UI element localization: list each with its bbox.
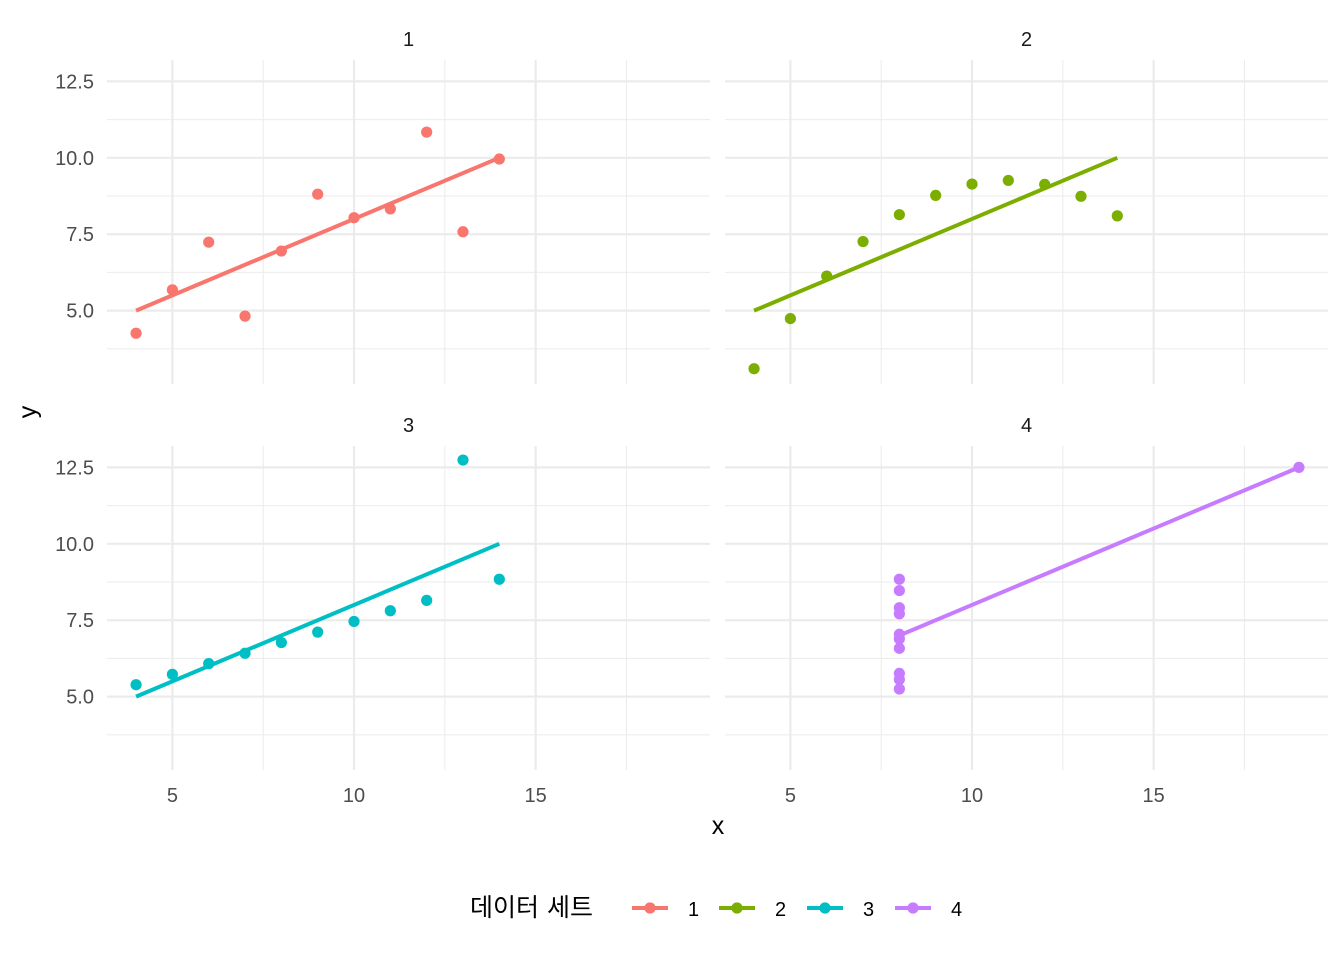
y-tick-label: 5.0 <box>66 687 94 709</box>
data-point <box>893 683 905 695</box>
x-tick-label: 5 <box>785 785 796 807</box>
data-point <box>384 605 396 617</box>
facet-strip-label: 4 <box>1021 415 1032 437</box>
data-point <box>1075 190 1087 202</box>
legend-label: 1 <box>688 899 699 921</box>
fit-line-3 <box>135 541 501 699</box>
data-point <box>893 602 905 614</box>
fit-line-1 <box>135 155 501 313</box>
data-point <box>348 212 360 224</box>
data-point <box>893 573 905 585</box>
legend-title: 데이터 세트 <box>470 893 593 922</box>
y-tick-label: 7.5 <box>66 610 94 632</box>
data-point <box>457 226 469 238</box>
data-point <box>893 209 905 221</box>
data-point <box>239 647 251 659</box>
y-tick-label: 10.0 <box>55 148 94 170</box>
legend: 데이터 세트 1 2 3 4 <box>470 893 962 922</box>
x-tick-label: 15 <box>525 785 547 807</box>
data-point <box>748 363 760 375</box>
data-point <box>493 573 505 585</box>
legend-label: 4 <box>951 899 962 921</box>
facet-panel-1: 1 <box>107 29 710 384</box>
legend-key-point <box>644 902 656 914</box>
data-point <box>784 312 796 325</box>
data-point <box>312 188 324 200</box>
x-axis-title: x <box>712 812 725 840</box>
data-point <box>1039 178 1051 191</box>
data-point <box>1293 461 1305 473</box>
data-point <box>930 189 942 202</box>
legend-entry-4: 4 <box>895 899 962 921</box>
legend-entry-1: 1 <box>632 899 699 921</box>
axes: 5.0 7.5 10.0 12.5 5.0 7.5 10.0 12.5 5 10 15 5 10 15 <box>55 71 1165 807</box>
data-point <box>166 668 178 680</box>
data-point <box>493 153 505 165</box>
y-tick-label: 10.0 <box>55 534 94 556</box>
y-axis-title: y <box>14 405 42 418</box>
y-tick-label: 5.0 <box>66 301 94 323</box>
data-point <box>893 584 905 597</box>
data-point <box>130 327 142 339</box>
facet-panel-2: 2 <box>725 29 1328 384</box>
x-tick-label: 5 <box>167 785 178 807</box>
data-point <box>166 284 178 296</box>
data-point <box>966 178 978 190</box>
data-point <box>421 126 433 138</box>
y-tick-label: 12.5 <box>55 71 94 93</box>
y-tick-label: 7.5 <box>66 224 94 246</box>
data-point <box>130 679 142 691</box>
data-point <box>312 626 324 638</box>
data-point <box>348 615 360 628</box>
facet-panel-3: 3 <box>107 415 710 770</box>
data-point <box>203 236 215 248</box>
data-point <box>275 636 287 649</box>
facet-strip-label: 2 <box>1021 29 1032 51</box>
data-point <box>203 658 215 670</box>
data-point <box>821 270 833 282</box>
legend-label: 3 <box>863 899 874 921</box>
facet-panels: 1 2 3 4 <box>107 29 1328 770</box>
data-point <box>384 203 396 215</box>
legend-key-point <box>731 902 743 914</box>
data-point <box>893 673 905 686</box>
data-point <box>239 310 251 322</box>
legend-key-point <box>907 902 919 914</box>
data-point <box>893 633 905 645</box>
data-point <box>857 235 869 248</box>
facet-strip-label: 3 <box>403 415 414 437</box>
data-point <box>893 642 905 654</box>
x-tick-label: 10 <box>961 785 983 807</box>
x-tick-label: 15 <box>1143 785 1165 807</box>
x-tick-label: 10 <box>343 785 365 807</box>
legend-label: 2 <box>775 899 786 921</box>
legend-entry-3: 3 <box>807 899 874 921</box>
legend-entry-2: 2 <box>719 899 786 921</box>
legend-key-point <box>819 902 831 914</box>
data-point <box>275 245 287 257</box>
data-point <box>1002 174 1014 187</box>
data-point <box>1111 210 1123 222</box>
fit-line-2 <box>753 155 1119 313</box>
data-point <box>457 454 469 466</box>
facet-panel-4: 4 <box>725 415 1328 770</box>
y-tick-label: 12.5 <box>55 457 94 479</box>
fit-line-4 <box>898 465 1300 638</box>
data-point <box>421 594 433 606</box>
facet-strip-label: 1 <box>403 29 414 51</box>
